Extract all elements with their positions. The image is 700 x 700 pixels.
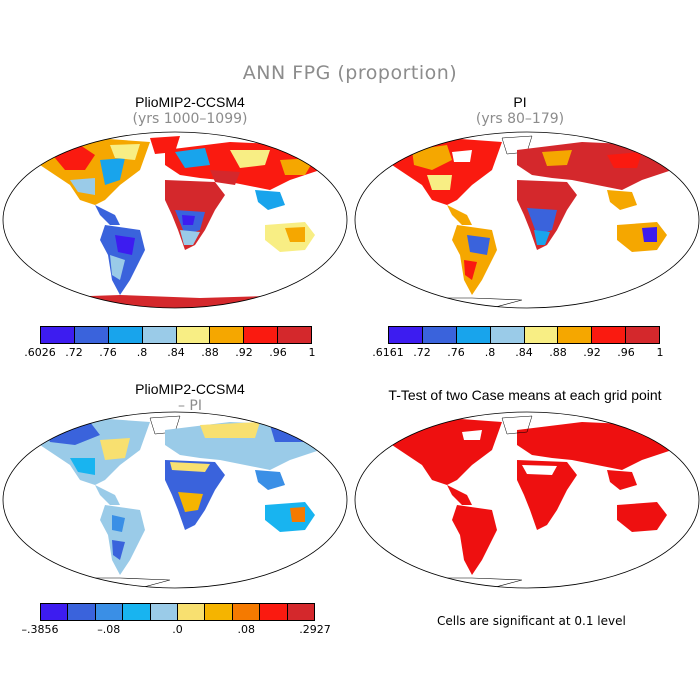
colorbar-swatch — [41, 604, 69, 620]
colorbar-tick-label: .96 — [617, 346, 635, 359]
colorbar-swatch — [558, 327, 593, 343]
colorbar-swatch — [95, 604, 124, 620]
figure-title: ANN FPG (proportion) — [242, 62, 458, 84]
colorbar-swatch — [41, 327, 75, 343]
panel3-subtitle: – PI — [177, 398, 203, 414]
colorbar-swatch — [68, 604, 96, 620]
panel1-title: PlioMIP2-CCSM4 — [135, 94, 245, 110]
colorbar-tick-label: .76 — [99, 346, 117, 359]
panel2-map — [354, 131, 700, 309]
colorbar-tick-label: .76 — [447, 346, 465, 359]
colorbar-swatch — [150, 604, 179, 620]
colorbar-tick-label: .8 — [136, 346, 148, 359]
panel1-subtitle: (yrs 1000–1099) — [132, 111, 248, 127]
colorbar-swatch — [626, 327, 659, 343]
colorbar-tick-label: –.08 — [97, 623, 121, 636]
panel4-title: T-Test of two Case means at each grid po… — [388, 387, 662, 403]
colorbar-swatch — [490, 327, 525, 343]
significance-note: Cells are significant at 0.1 level — [437, 614, 626, 628]
colorbar-swatch — [142, 327, 177, 343]
colorbar-tick-label: 1 — [656, 346, 664, 359]
colorbar-swatch — [456, 327, 491, 343]
panel2-colorbar — [388, 326, 660, 344]
colorbar-swatch — [232, 604, 261, 620]
colorbar-tick-label: .72 — [65, 346, 83, 359]
panel3-title: PlioMIP2-CCSM4 — [135, 381, 245, 397]
panel1-map — [2, 131, 348, 309]
colorbar-tick-label: .0 — [172, 623, 183, 636]
colorbar-tick-label: .92 — [583, 346, 601, 359]
colorbar-swatch — [287, 604, 315, 620]
panel2-title: PI — [513, 94, 527, 110]
colorbar-tick-label: .88 — [201, 346, 219, 359]
colorbar-swatch — [389, 327, 423, 343]
colorbar-swatch — [210, 327, 245, 343]
colorbar-swatch — [205, 604, 233, 620]
colorbar-swatch — [260, 604, 288, 620]
colorbar-tick-label: .88 — [549, 346, 567, 359]
panel2-subtitle: (yrs 80–179) — [475, 111, 565, 127]
colorbar-tick-label: .6026 — [24, 346, 56, 359]
colorbar-tick-label: .92 — [235, 346, 253, 359]
colorbar-tick-label: .6161 — [372, 346, 404, 359]
colorbar-tick-label: 1 — [308, 346, 316, 359]
colorbar-tick-label: .08 — [237, 623, 256, 636]
colorbar-tick-label: .2927 — [299, 623, 331, 636]
colorbar-swatch — [178, 604, 206, 620]
colorbar-tick-label: –.3856 — [21, 623, 59, 636]
colorbar-swatch — [278, 327, 311, 343]
panel4-map — [354, 411, 700, 589]
colorbar-swatch — [176, 327, 211, 343]
colorbar-tick-label: .72 — [413, 346, 431, 359]
colorbar-tick-label: .84 — [515, 346, 533, 359]
colorbar-tick-label: .96 — [269, 346, 287, 359]
colorbar-swatch — [592, 327, 627, 343]
colorbar-tick-label: .8 — [484, 346, 496, 359]
panel1-colorbar — [40, 326, 312, 344]
colorbar-swatch — [422, 327, 457, 343]
colorbar-swatch — [108, 327, 143, 343]
panel3-colorbar — [40, 603, 315, 621]
colorbar-swatch — [244, 327, 279, 343]
panel3-map — [2, 411, 348, 589]
colorbar-swatch — [524, 327, 559, 343]
colorbar-swatch — [123, 604, 151, 620]
colorbar-tick-label: .84 — [167, 346, 185, 359]
colorbar-swatch — [74, 327, 109, 343]
